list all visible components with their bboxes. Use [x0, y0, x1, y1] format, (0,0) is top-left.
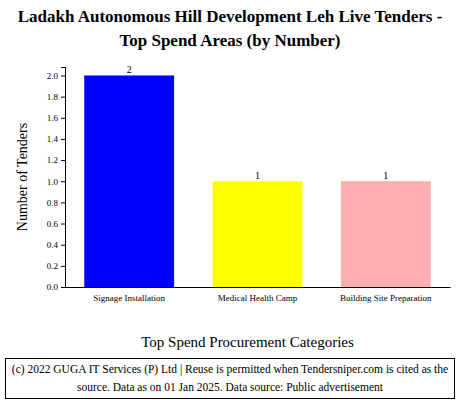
y-axis: 0.0 0.2 0.4 0.6 0.8 1.0 1.2 1.4 1.6 1.8 2.0	[47, 68, 66, 293]
x-axis-title: Top Spend Procurement Categories	[141, 334, 354, 350]
y-tick-label: 1.6	[47, 113, 59, 123]
y-tick-mark	[61, 202, 65, 203]
x-tick: Building Site Preparation	[340, 287, 432, 303]
y-tick-mark	[61, 287, 65, 288]
y-axis-line	[61, 68, 66, 288]
y-tick-mark	[61, 160, 65, 161]
bar	[213, 181, 303, 287]
y-tick-mark	[61, 75, 65, 76]
y-tick-label: 1.4	[47, 134, 59, 144]
x-axis-line	[66, 287, 451, 288]
y-tick: 0.4	[47, 240, 65, 250]
y-tick: 1.0	[47, 177, 65, 187]
data-label: 1	[383, 170, 388, 181]
y-tick-mark	[61, 97, 65, 98]
x-axis: Signage Installation Medical Health Camp B…	[66, 287, 451, 303]
y-tick-label: 1.8	[47, 92, 59, 102]
footer-note: (c) 2022 GUGA IT Services (P) Ltd | Reus…	[12, 363, 448, 393]
x-tick-label: Building Site Preparation	[340, 293, 432, 303]
y-tick-mark	[61, 181, 65, 182]
y-tick-label: 0.4	[47, 240, 59, 250]
chart: Ladakh Autonomous Hill Development Leh L…	[0, 0, 460, 400]
y-tick-label: 0.6	[47, 219, 59, 229]
y-tick: 0.2	[47, 261, 65, 271]
bar	[341, 181, 431, 287]
y-tick-mark	[61, 139, 65, 140]
y-axis-title: Number of Tenders	[15, 123, 30, 231]
y-tick: 1.4	[47, 134, 65, 144]
bars	[84, 75, 431, 287]
y-tick: 1.6	[47, 113, 65, 123]
y-tick-label: 1.2	[47, 155, 58, 165]
y-tick-label: 0.0	[47, 282, 59, 292]
x-tick: Medical Health Camp	[218, 287, 298, 303]
y-tick: 0.0	[47, 282, 65, 292]
y-tick-label: 1.0	[47, 177, 59, 187]
data-label: 2	[127, 64, 132, 75]
y-tick: 1.2	[47, 155, 65, 165]
footer-box	[6, 359, 455, 399]
x-tick: Signage Installation	[93, 287, 165, 303]
y-tick: 2.0	[47, 71, 65, 81]
y-tick: 1.8	[47, 92, 65, 102]
title: Ladakh Autonomous Hill Development Leh L…	[18, 7, 443, 50]
y-tick-mark	[61, 245, 65, 246]
x-tick-label: Medical Health Camp	[218, 293, 298, 303]
y-tick-label: 0.2	[47, 261, 58, 271]
y-tick: 0.6	[47, 219, 65, 229]
y-tick-label: 2.0	[47, 71, 59, 81]
data-label: 1	[255, 170, 260, 181]
x-tick-label: Signage Installation	[93, 293, 165, 303]
y-tick-mark	[61, 266, 65, 267]
y-tick-mark	[61, 224, 65, 225]
y-tick: 0.8	[47, 198, 65, 208]
y-tick-label: 0.8	[47, 198, 59, 208]
y-tick-mark	[61, 118, 65, 119]
bar	[84, 75, 174, 287]
